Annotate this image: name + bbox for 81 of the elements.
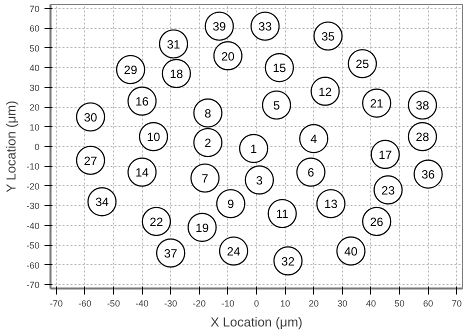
y-tick-label: 60 xyxy=(29,24,40,34)
point xyxy=(216,189,246,218)
annotation: 30 xyxy=(84,110,98,124)
x-tick-label: 40 xyxy=(366,298,376,308)
annotation: 35 xyxy=(321,30,336,44)
y-tick-label: 70 xyxy=(29,4,40,14)
point xyxy=(190,163,220,193)
y-axis-title: Y Location (μm) xyxy=(3,100,18,193)
point xyxy=(296,158,326,187)
annotation: 18 xyxy=(170,67,184,82)
annotation: 29 xyxy=(124,63,138,78)
annotation: 33 xyxy=(258,20,272,34)
x-tick-label: -70 xyxy=(50,298,63,308)
annotation: 27 xyxy=(84,154,98,168)
y-tick-label: 30 xyxy=(29,82,40,93)
annotation: 37 xyxy=(164,246,178,260)
annotation: 25 xyxy=(356,57,370,72)
annotation: 23 xyxy=(381,183,396,198)
y-tick-label: -30 xyxy=(26,201,40,212)
annotation: 15 xyxy=(272,61,286,76)
annotation: 4 xyxy=(310,132,318,146)
y-tick-label: 0 xyxy=(34,142,40,152)
point xyxy=(244,165,274,195)
point xyxy=(299,124,328,154)
annotation: 24 xyxy=(226,244,241,259)
annotation: 32 xyxy=(281,254,295,268)
annotation: 36 xyxy=(421,168,436,182)
annotation: 38 xyxy=(416,98,430,113)
point xyxy=(262,90,292,120)
x-tick-label: 20 xyxy=(308,298,319,308)
x-tick-label: 0 xyxy=(254,298,260,308)
annotation: 8 xyxy=(204,106,212,120)
x-tick-label: -60 xyxy=(78,298,92,308)
x-tick-label: -20 xyxy=(192,298,206,308)
x-axis-title: X Location (μm) xyxy=(210,314,303,330)
annotation: 9 xyxy=(227,197,234,212)
point xyxy=(193,128,222,158)
y-tick-label: 40 xyxy=(29,63,40,74)
y-tick-label: -70 xyxy=(26,280,40,290)
annotation: 20 xyxy=(221,49,235,64)
annotation: 5 xyxy=(273,98,280,113)
annotation: 14 xyxy=(135,166,150,180)
x-tick-label: -50 xyxy=(106,298,120,308)
annotation: 10 xyxy=(146,130,160,144)
annotation: 21 xyxy=(370,96,384,111)
annotation: 1 xyxy=(250,142,258,156)
annotation: 22 xyxy=(150,214,164,229)
annotation: 13 xyxy=(324,197,338,212)
point xyxy=(193,98,222,128)
annotation: 3 xyxy=(256,174,264,188)
x-tick-label: -30 xyxy=(164,298,178,308)
annotation: 2 xyxy=(204,136,212,150)
y-tick-label: 20 xyxy=(29,102,40,113)
annotation: 17 xyxy=(378,148,392,162)
annotation: 31 xyxy=(166,37,181,52)
annotation: 34 xyxy=(95,195,109,210)
y-tick-label: 50 xyxy=(29,43,40,54)
x-tick-label: 50 xyxy=(394,298,405,308)
annotation: 26 xyxy=(370,214,384,229)
y-tick-label: -40 xyxy=(26,220,40,231)
annotation: 7 xyxy=(202,172,209,186)
annotation: 16 xyxy=(135,94,150,109)
x-tick-label: 30 xyxy=(337,298,348,308)
x-tick-label: 60 xyxy=(423,298,434,308)
annotation: 12 xyxy=(318,84,332,99)
point xyxy=(239,134,268,164)
x-tick-label: 70 xyxy=(452,298,462,308)
annotation: 28 xyxy=(416,130,430,144)
y-tick-label: -10 xyxy=(26,162,40,172)
y-tick-label: -20 xyxy=(26,181,40,192)
x-tick-label: 10 xyxy=(280,298,290,308)
y-tick-label: 10 xyxy=(29,122,40,132)
x-tick-label: -40 xyxy=(136,298,149,308)
annotation: 11 xyxy=(276,207,289,222)
annotation: 39 xyxy=(212,20,226,34)
annotation: 6 xyxy=(308,166,315,180)
annotation: 19 xyxy=(195,220,210,235)
annotation: 40 xyxy=(344,244,358,259)
x-tick-label: -10 xyxy=(221,298,234,308)
y-tick-label: -50 xyxy=(26,240,40,251)
y-tick-label: -60 xyxy=(26,260,40,270)
